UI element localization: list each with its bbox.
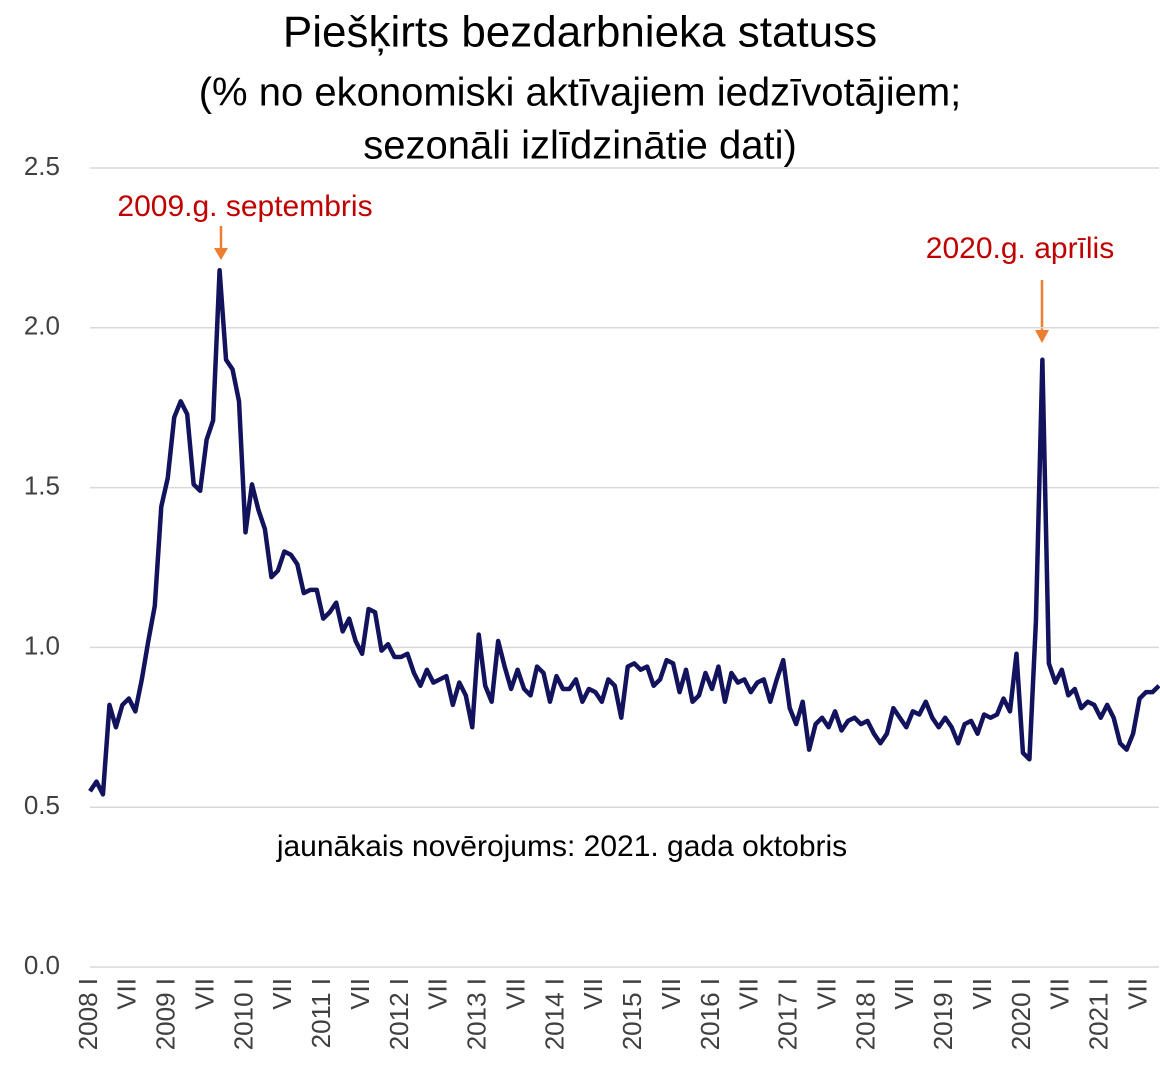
chart-title: Piešķirts bezdarbnieka statuss: [283, 8, 877, 57]
y-tick-label: 0.0: [24, 950, 60, 980]
x-tick-label: 2018 I: [850, 978, 880, 1050]
note: jaunākais novērojums: 2021. gada oktobri…: [276, 830, 847, 863]
x-tick-label: 2009 I: [151, 978, 181, 1050]
x-tick-label: VII: [1045, 978, 1075, 1010]
x-tick-label: VII: [267, 978, 297, 1010]
y-tick-label: 0.5: [24, 790, 60, 820]
annotation-arrow: [214, 226, 1049, 343]
x-tick-label: VII: [345, 978, 375, 1010]
x-tick-label: VII: [189, 978, 219, 1010]
x-tick-label: VII: [112, 978, 142, 1010]
x-tick-label: 2020 I: [1006, 978, 1036, 1050]
x-tick-label: VII: [811, 978, 841, 1010]
y-tick-label: 2.0: [24, 311, 60, 341]
annotation: 2009.g. septembris: [117, 190, 372, 223]
x-tick-label: 2016 I: [695, 978, 725, 1050]
x-tick-label: VII: [967, 978, 997, 1010]
y-tick-label: 1.5: [24, 470, 60, 500]
x-tick-label: 2021 I: [1084, 978, 1114, 1050]
x-tick-label: 2019 I: [928, 978, 958, 1050]
x-tick-label: VII: [656, 978, 686, 1010]
x-tick-label: 2008 I: [73, 978, 103, 1050]
x-tick-label: 2017 I: [773, 978, 803, 1050]
chart-subtitle: (% no ekonomiski aktīvajiem iedzīvotājie…: [199, 71, 962, 115]
y-tick-label: 2.5: [24, 151, 60, 181]
x-tick-label: 2013 I: [462, 978, 492, 1050]
chart-subtitle: sezonāli izlīdzinātie dati): [363, 124, 797, 168]
x-tick-label: 2014 I: [539, 978, 569, 1050]
x-tick-label: VII: [578, 978, 608, 1010]
y-tick-label: 1.0: [24, 630, 60, 660]
x-tick-label: 2015 I: [617, 978, 647, 1050]
x-tick-label: 2010 I: [228, 978, 258, 1050]
x-tick-label: VII: [734, 978, 764, 1010]
x-tick-label: VII: [500, 978, 530, 1010]
annotation: 2020.g. aprīlis: [926, 232, 1114, 265]
x-tick-label: 2012 I: [384, 978, 414, 1050]
x-tick-label: VII: [1122, 978, 1152, 1010]
x-tick-label: 2011 I: [306, 978, 336, 1048]
x-tick-label: VII: [423, 978, 453, 1010]
data-line: [88, 268, 1160, 797]
x-tick-label: VII: [889, 978, 919, 1010]
